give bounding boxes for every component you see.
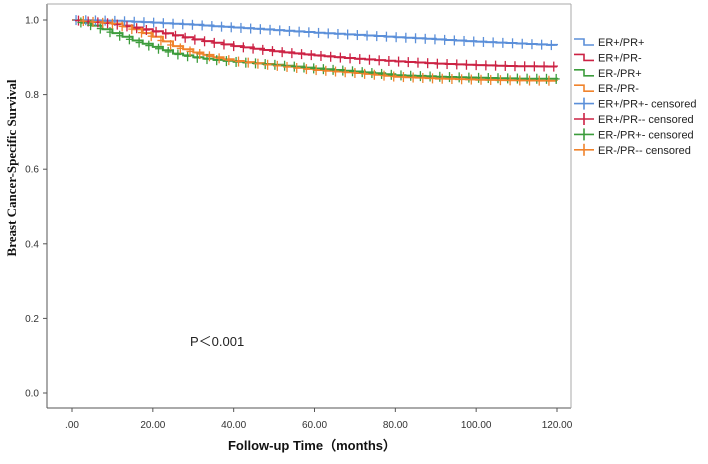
legend-label: ER-/PR-- censored [598,145,691,157]
y-axis-title: Breast Cancer-Specific Survival [4,79,19,256]
y-axis-ticks: 0.0 0.2 0.4 0.6 0.8 1.0 [25,16,47,400]
x-tick-label: 60.00 [302,420,327,431]
y-tick-label: 0.6 [25,165,39,176]
legend-label: ER-/PR- [598,83,639,95]
plot-frame [46,3,572,409]
legend-label: ER+/PR-- censored [598,114,694,126]
p-value-annotation: P＜0.001 [190,334,244,349]
legend-label: ER+/PR+- censored [598,99,696,111]
x-axis-ticks: .00 20.00 40.00 60.00 80.00 100.00 120.00 [65,408,573,431]
legend-step-swatch [574,53,594,62]
x-tick-label: 100.00 [461,420,492,431]
y-tick-label: 0.4 [25,239,39,250]
y-tick-label: 1.0 [25,16,39,27]
legend-label: ER-/PR+ [598,68,642,80]
survival-curves [72,19,558,82]
legend-label: ER-/PR+- censored [598,129,694,141]
censor-marks [72,15,560,86]
legend-step-swatch [574,69,594,77]
x-tick-label: 120.00 [542,420,573,431]
x-tick-label: 80.00 [383,420,408,431]
y-tick-label: 0.2 [25,314,39,325]
legend: ER+/PR+ ER+/PR- ER-/PR+ ER-/PR- ER+/PR+- cen… [574,37,696,157]
x-tick-label: .00 [65,420,79,431]
legend-step-swatch [574,38,594,46]
x-tick-label: 40.00 [221,420,246,431]
x-tick-label: 20.00 [140,420,165,431]
legend-label: ER+/PR+ [598,37,644,49]
y-tick-label: 0.0 [25,389,39,400]
x-axis-title: Follow-up Time（months） [228,438,396,453]
y-tick-label: 0.8 [25,90,39,101]
legend-label: ER+/PR- [598,52,642,64]
legend-step-swatch [574,84,594,92]
